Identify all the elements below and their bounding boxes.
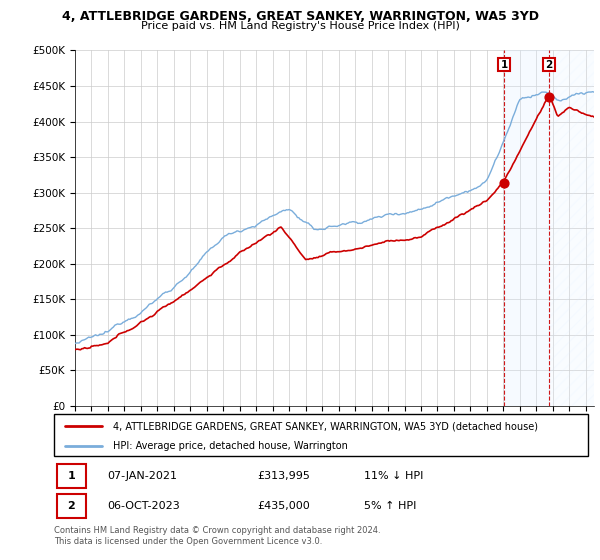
Bar [543,58,555,71]
Bar [498,58,510,71]
Text: Contains HM Land Registry data © Crown copyright and database right 2024.
This d: Contains HM Land Registry data © Crown c… [54,526,380,546]
Text: HPI: Average price, detached house, Warrington: HPI: Average price, detached house, Warr… [113,441,347,451]
Text: 5% ↑ HPI: 5% ↑ HPI [364,501,416,511]
Text: 2: 2 [67,501,75,511]
Bar [549,50,594,406]
FancyBboxPatch shape [54,414,588,456]
Text: £313,995: £313,995 [257,471,310,481]
Bar [504,50,549,406]
FancyBboxPatch shape [56,494,86,519]
Text: £435,000: £435,000 [257,501,310,511]
Text: 07-JAN-2021: 07-JAN-2021 [107,471,178,481]
Text: 1: 1 [67,471,75,481]
Point [499,178,509,187]
Text: 06-OCT-2023: 06-OCT-2023 [107,501,180,511]
Text: 2: 2 [545,59,553,69]
Point [544,92,554,101]
Text: Price paid vs. HM Land Registry's House Price Index (HPI): Price paid vs. HM Land Registry's House … [140,21,460,31]
FancyBboxPatch shape [56,464,86,488]
Text: 11% ↓ HPI: 11% ↓ HPI [364,471,423,481]
Text: 1: 1 [500,59,508,69]
Text: 4, ATTLEBRIDGE GARDENS, GREAT SANKEY, WARRINGTON, WA5 3YD: 4, ATTLEBRIDGE GARDENS, GREAT SANKEY, WA… [62,10,539,22]
Text: 4, ATTLEBRIDGE GARDENS, GREAT SANKEY, WARRINGTON, WA5 3YD (detached house): 4, ATTLEBRIDGE GARDENS, GREAT SANKEY, WA… [113,421,538,431]
